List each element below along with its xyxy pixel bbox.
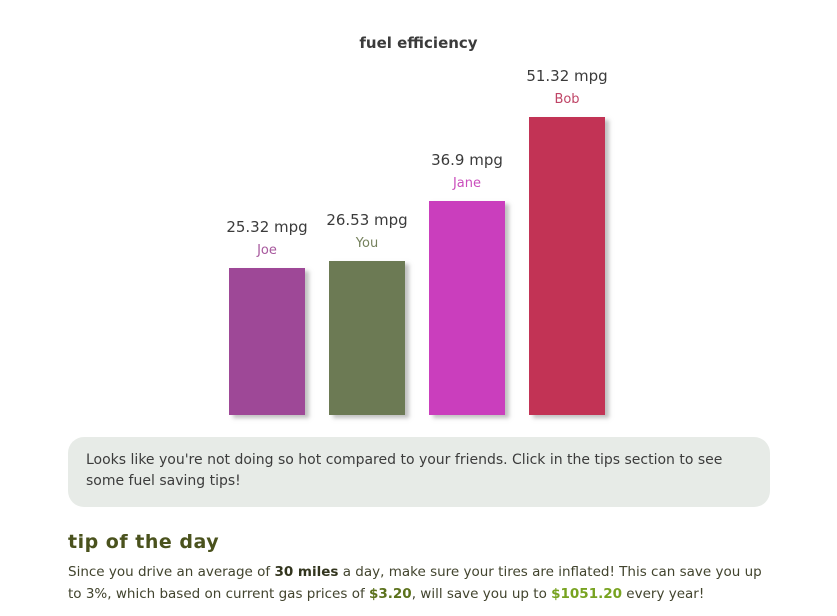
tip-of-the-day-text: Since you drive an average of 30 miles a…: [68, 562, 776, 605]
bar-column-joe: 25.32 mpg Joe: [226, 218, 308, 415]
tip-segment: Since you drive an average of: [68, 564, 275, 580]
bar-name-label: Joe: [257, 243, 277, 258]
bar-value-label: 36.9 mpg: [431, 151, 503, 169]
bar-jane: [429, 201, 505, 415]
tip-of-the-day-heading: tip of the day: [68, 531, 220, 553]
bar-name-label: Bob: [554, 92, 580, 107]
bar-value-label: 51.32 mpg: [526, 67, 608, 85]
bar-name-label: Jane: [452, 176, 482, 191]
bar-column-you: 26.53 mpg You: [326, 211, 408, 415]
fuel-efficiency-bar-chart: 25.32 mpg Joe 26.53 mpg You 36.9 mpg Jane 51.3…: [226, 57, 608, 415]
bar-bob: [529, 117, 605, 415]
bar-joe: [229, 268, 305, 415]
bar-value-label: 25.32 mpg: [226, 218, 308, 236]
bar-name-label: You: [355, 236, 379, 251]
tip-segment: $3.20: [369, 585, 412, 602]
bar-column-bob: 51.32 mpg Bob: [526, 67, 608, 415]
tip-segment: , will save you up to: [411, 585, 552, 602]
tip-segment: 30 miles: [274, 564, 339, 580]
tip-segment: every year!: [622, 585, 705, 602]
comparison-message-box: Looks like you're not doing so hot compa…: [68, 437, 770, 507]
tip-segment: $1051.20: [551, 585, 623, 602]
chart-title: fuel efficiency: [359, 34, 478, 52]
bar-you: [329, 261, 405, 415]
bar-column-jane: 36.9 mpg Jane: [429, 151, 505, 415]
tip-segment: a day, make sure your tires are inflated…: [68, 564, 762, 602]
bar-value-label: 26.53 mpg: [326, 211, 408, 229]
